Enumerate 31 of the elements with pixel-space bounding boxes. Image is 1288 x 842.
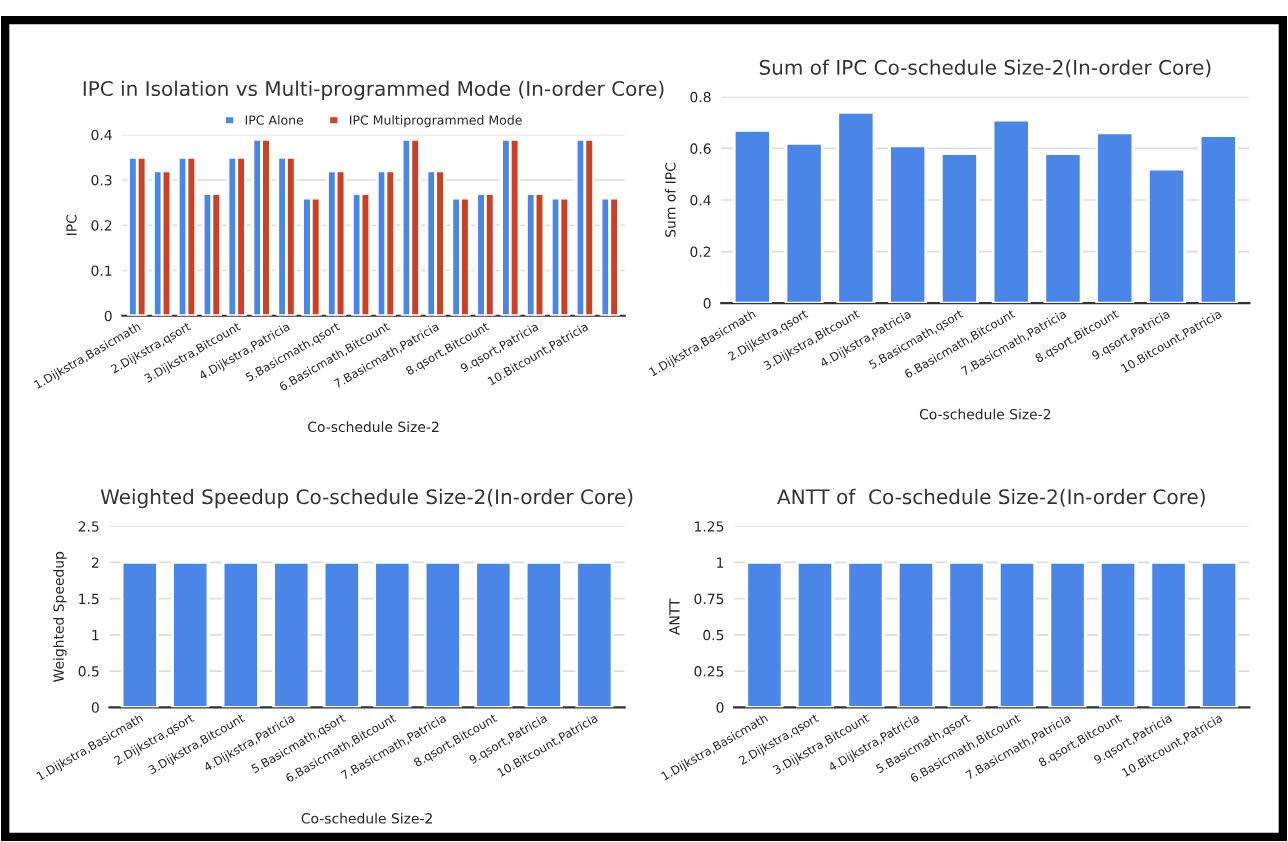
bar <box>1147 167 1187 304</box>
bar <box>409 137 421 316</box>
bar <box>260 137 272 316</box>
bar <box>508 137 521 316</box>
bar <box>1095 131 1135 304</box>
bar <box>836 110 876 304</box>
bar <box>558 196 571 316</box>
bar <box>334 169 347 316</box>
chart-title: Weighted Speedup Co-schedule Size-2(In-order Core) <box>100 488 633 509</box>
bar <box>309 196 322 316</box>
bar <box>160 169 173 316</box>
bar <box>939 152 979 304</box>
bar <box>1043 152 1083 304</box>
bar <box>888 144 928 304</box>
bar <box>359 192 372 316</box>
chart-title: IPC in Isolation vs Multi-programmed Mode (In-order Core) <box>83 80 664 100</box>
chart-title: ANTT of Co-schedule Size-2(In-order Core) <box>777 488 1205 507</box>
bar <box>384 169 397 316</box>
bar <box>608 196 620 316</box>
bar <box>210 192 222 316</box>
bar <box>784 141 824 304</box>
bar <box>135 155 148 316</box>
bar <box>732 128 772 304</box>
bar <box>185 155 198 316</box>
bar <box>434 169 446 316</box>
bar <box>583 137 595 316</box>
bar <box>235 155 247 316</box>
chart-title: Sum of IPC Co-schedule Size-2(In-order Core) <box>759 59 1211 78</box>
bar <box>533 192 546 316</box>
bar <box>1198 134 1238 304</box>
bar <box>991 118 1031 304</box>
